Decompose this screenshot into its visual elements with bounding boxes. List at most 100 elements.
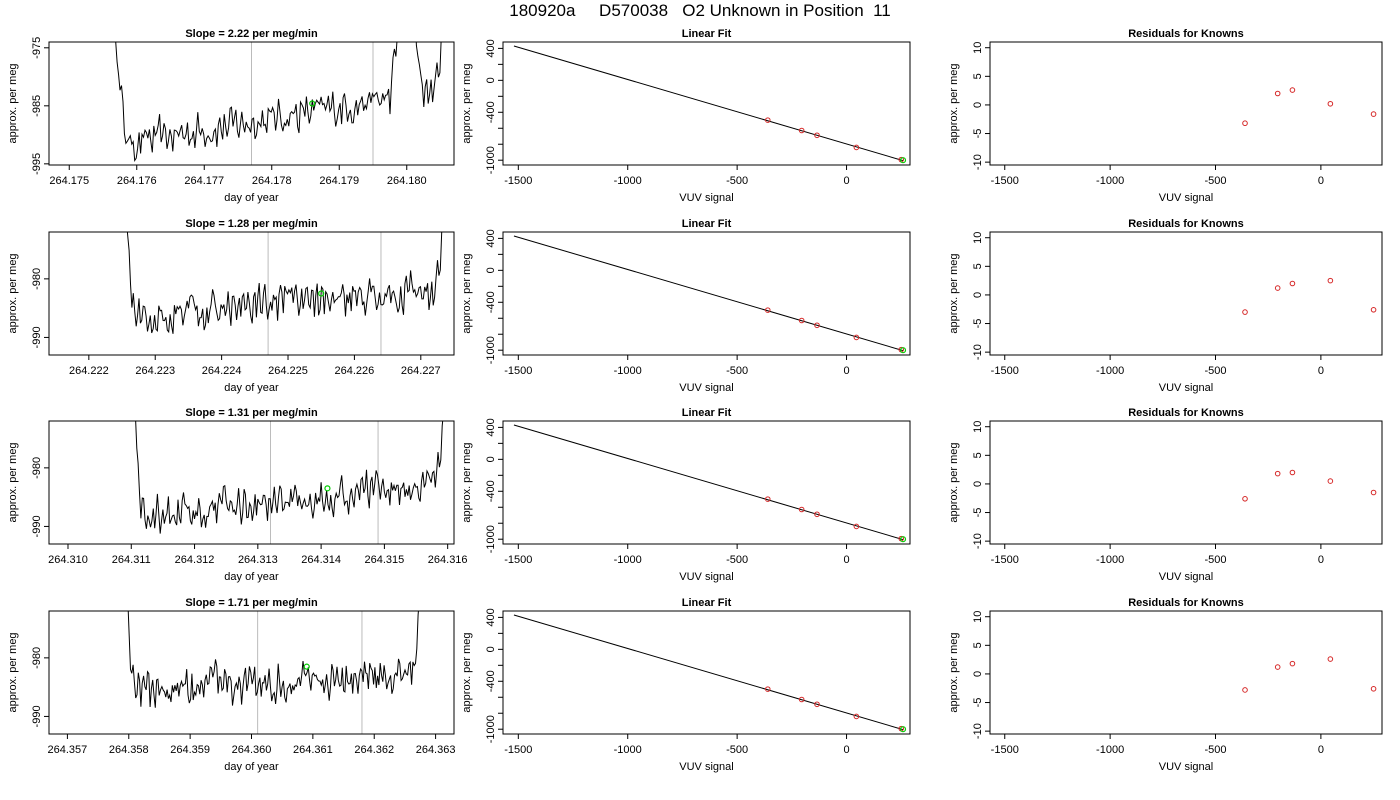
residual-point (1289, 280, 1296, 287)
plot-frame (989, 610, 1383, 735)
x-tick-label: 264.312 (175, 554, 215, 566)
x-axis-label: VUV signal (679, 571, 733, 583)
residual-point (1242, 309, 1248, 315)
y-axis-label: approx. per meg (7, 253, 19, 333)
y-tick-label: -1000 (485, 336, 497, 364)
unknown-point (899, 536, 907, 543)
plot-frame (48, 420, 455, 545)
chart-title: Linear Fit (682, 597, 732, 609)
chart-title: Linear Fit (682, 407, 732, 419)
y-axis: 10 5 0 -5 -10 (972, 42, 990, 170)
y-tick-label: -1000 (485, 146, 497, 174)
y-tick-label: -400 (485, 670, 497, 692)
x-tick-label: 0 (843, 744, 849, 756)
y-axis: 400 0 -400 -1000 (485, 608, 503, 743)
y-axis-label: approx. per meg (461, 632, 473, 712)
residual-point (1327, 100, 1334, 107)
plot-frame (48, 231, 455, 356)
y-tick-label: 0 (972, 671, 984, 677)
x-tick-label: 264.176 (117, 175, 157, 187)
panel-4: Slope = 1.28 per meg/min day of year appro… (7, 218, 455, 394)
fit-line (513, 424, 904, 541)
residual-point (1274, 285, 1281, 291)
y-tick-label: -980 (31, 268, 43, 290)
plot-area (513, 235, 907, 354)
x-tick-label: 264.227 (401, 365, 441, 377)
x-tick-label: -500 (726, 175, 748, 187)
data-trace (135, 421, 444, 534)
x-axis-label: day of year (224, 571, 279, 583)
unknown-point (899, 347, 907, 354)
y-tick-label: -5 (972, 508, 984, 518)
x-axis-label: VUV signal (679, 192, 733, 204)
residual-point (1242, 496, 1248, 502)
y-axis: 10 5 0 -5 -10 (972, 611, 990, 739)
x-tick-label: -1000 (1096, 365, 1124, 377)
data-trace (115, 42, 442, 163)
known-point (814, 701, 820, 708)
y-tick-label: -5 (972, 319, 984, 329)
plot-area (1242, 277, 1377, 315)
y-axis-label: approx. per meg (461, 442, 473, 522)
x-axis: -1500 -1000 -500 0 (504, 165, 850, 187)
y-axis-label: approx. per meg (948, 632, 960, 712)
x-tick-label: -500 (726, 365, 748, 377)
y-tick-label: -995 (31, 153, 43, 175)
plot-frame (502, 610, 911, 735)
x-axis: 264.357 264.358 264.359 264.360 264.361 264.3… (48, 734, 456, 756)
y-axis: -980 -990 (31, 647, 49, 727)
x-tick-label: -1500 (504, 175, 532, 187)
x-tick-label: -1500 (504, 365, 532, 377)
panel-10: Slope = 1.71 per meg/min day of year appro… (7, 597, 456, 773)
chart-title: Residuals for Knowns (1128, 218, 1244, 230)
x-axis-label: day of year (224, 192, 279, 204)
known-point (853, 523, 860, 530)
residual-point (1289, 660, 1296, 667)
chart-title: Residuals for Knowns (1128, 597, 1244, 609)
x-axis-label: VUV signal (1159, 571, 1213, 583)
x-tick-label: -1500 (504, 744, 532, 756)
y-tick-label: -990 (31, 705, 43, 727)
y-tick-label: -975 (31, 37, 43, 59)
plot-area (126, 232, 443, 355)
residual-point (1370, 111, 1377, 117)
known-point (814, 511, 820, 518)
y-axis: -980 -990 (31, 457, 49, 537)
known-point (814, 322, 820, 329)
plot-frame (502, 420, 911, 545)
x-tick-label: 0 (1318, 744, 1324, 756)
residual-point (1274, 664, 1281, 670)
fit-line (513, 614, 904, 731)
y-tick-label: -10 (972, 344, 984, 360)
y-tick-label: 400 (485, 608, 497, 626)
y-axis: 10 5 0 -5 -10 (972, 232, 990, 360)
y-tick-label: 10 (972, 42, 984, 54)
y-tick-label: 10 (972, 611, 984, 623)
plot-area (115, 42, 442, 165)
x-tick-label: 0 (843, 554, 849, 566)
x-tick-label: 264.313 (238, 554, 278, 566)
y-tick-label: 400 (485, 39, 497, 57)
panel-2: Linear Fit VUV signal approx. per meg -1500… (461, 28, 911, 204)
x-tick-label: 264.180 (387, 175, 427, 187)
x-tick-label: 0 (1318, 554, 1324, 566)
x-tick-label: 264.222 (69, 365, 109, 377)
plot-area (135, 421, 444, 544)
chart-title: Linear Fit (682, 218, 732, 230)
x-axis: -1500 -1000 -500 0 (504, 734, 850, 756)
y-tick-label: -1000 (485, 715, 497, 743)
x-tick-label: 264.363 (416, 744, 456, 756)
x-tick-label: -500 (1204, 175, 1226, 187)
x-tick-label: 0 (843, 365, 849, 377)
y-tick-label: 0 (485, 77, 497, 83)
y-tick-label: -990 (31, 515, 43, 537)
y-tick-label: 5 (972, 452, 984, 458)
known-point (798, 506, 805, 513)
residual-point (1370, 686, 1377, 692)
residual-point (1242, 687, 1248, 693)
x-tick-label: 264.316 (428, 554, 468, 566)
panel-9: Residuals for Knowns VUV signal approx. pe… (948, 407, 1383, 583)
y-tick-label: 0 (485, 267, 497, 273)
x-tick-label: 264.314 (301, 554, 341, 566)
